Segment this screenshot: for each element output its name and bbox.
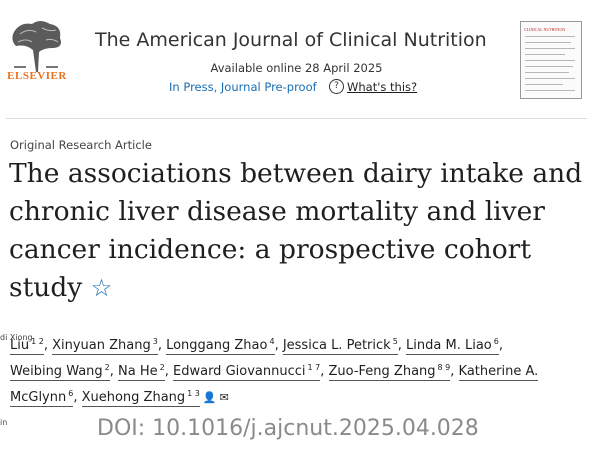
envelope-icon[interactable]: ✉ (219, 391, 229, 404)
cover-title: CLINICAL NUTRITION (524, 27, 566, 32)
elsevier-tree-logo[interactable] (6, 14, 66, 80)
journal-title[interactable]: The American Journal of Clinical Nutriti… (95, 29, 487, 51)
author-list: Liu 1 2, Xinyuan Zhang 3, Longgang Zhao 4, … (10, 337, 539, 407)
author-link[interactable]: Jessica L. Petrick 5 (282, 337, 398, 355)
star-icon[interactable]: ☆ (90, 274, 113, 302)
question-icon[interactable]: ? (329, 79, 344, 94)
publisher-name: ELSEVIER (7, 70, 67, 82)
available-online-date: Available online 28 April 2025 (210, 61, 383, 75)
header-divider (6, 118, 587, 119)
overlay-label: di Xiong (0, 333, 33, 342)
author-link[interactable]: Longgang Zhao 4 (166, 337, 275, 355)
doi-text[interactable]: DOI: 10.1016/j.ajcnut.2025.04.028 (97, 416, 479, 441)
author-link[interactable]: Edward Giovannucci 1 7 (173, 363, 321, 381)
author-link[interactable]: Xinyuan Zhang 3 (52, 337, 158, 355)
whats-this-link[interactable]: What's this? (347, 80, 418, 94)
author-link[interactable]: Xuehong Zhang 1 3 (81, 389, 200, 407)
article-type: Original Research Article (10, 138, 152, 152)
in-press-status[interactable]: In Press, Journal Pre-proof (169, 80, 317, 94)
article-title: The associations between dairy intake an… (9, 155, 584, 307)
person-icon[interactable]: 👤 (202, 391, 217, 404)
overlay-label-bottom: in (0, 418, 8, 427)
author-link[interactable]: Na He 2 (118, 363, 165, 381)
author-link[interactable]: Liu 1 2 (10, 337, 44, 355)
journal-cover[interactable]: CLINICAL NUTRITION (520, 21, 582, 99)
author-link[interactable]: Katherine A. McGlynn 6 (10, 364, 539, 407)
author-link[interactable]: Zuo-Feng Zhang 8 9 (328, 363, 451, 381)
article-title-text: The associations between dairy intake an… (9, 158, 583, 303)
author-link[interactable]: Linda M. Liao 6 (406, 337, 499, 355)
author-link[interactable]: Weibing Wang 2 (10, 363, 110, 381)
